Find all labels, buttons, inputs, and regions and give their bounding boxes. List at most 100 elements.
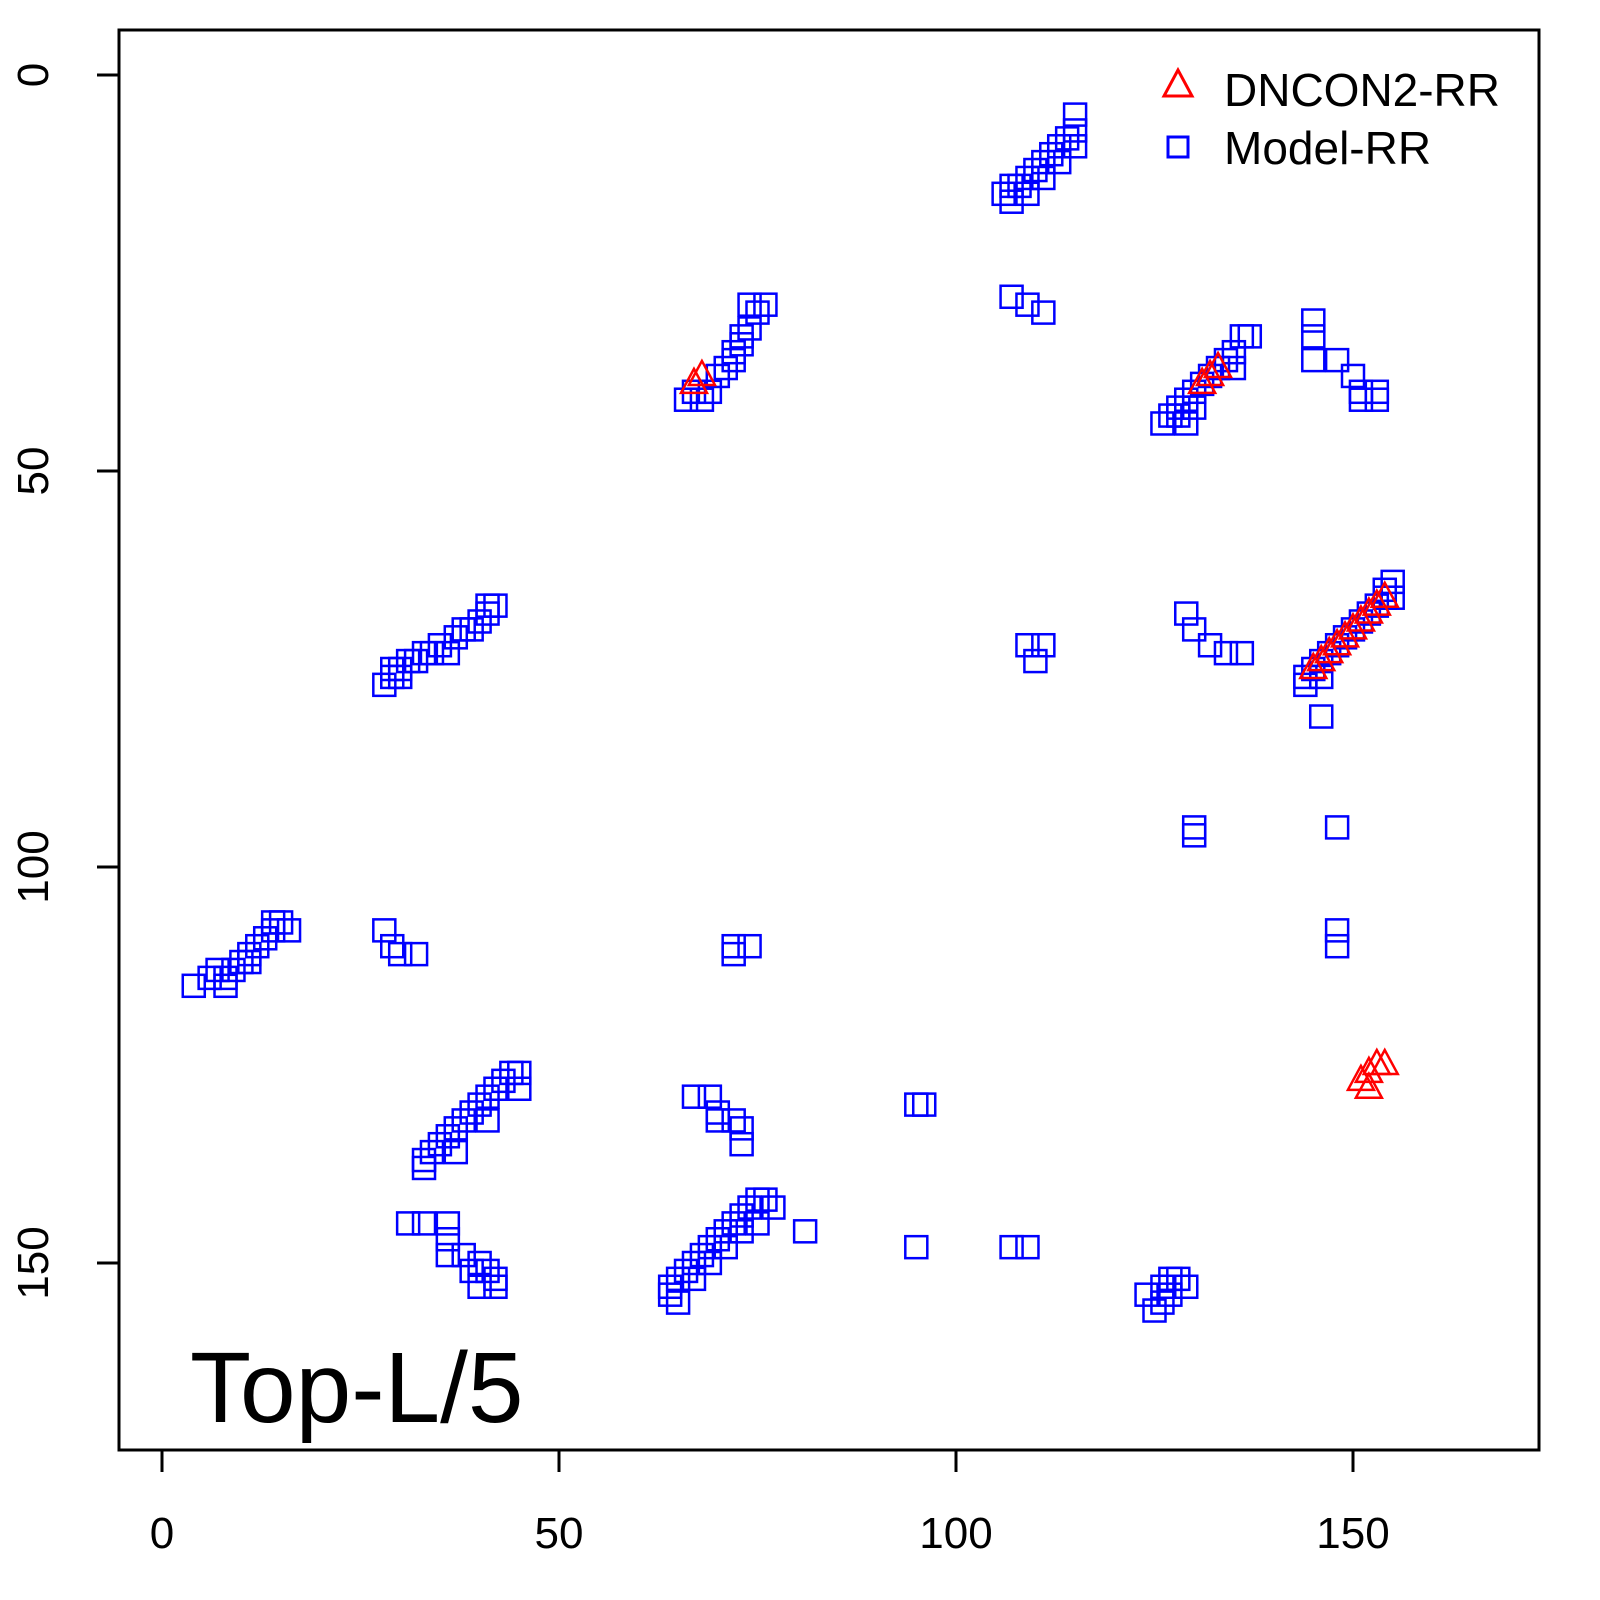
y-tick-label: 100 bbox=[9, 830, 58, 903]
model-rr-point bbox=[1158, 1282, 1183, 1307]
model-rr-point bbox=[1324, 933, 1350, 959]
model-rr-point bbox=[681, 1266, 707, 1292]
model-rr-point bbox=[483, 593, 508, 618]
model-rr-point bbox=[1031, 165, 1056, 191]
model-rr-point bbox=[1142, 1298, 1167, 1323]
model-rr-point bbox=[753, 292, 778, 317]
model-rr-point bbox=[475, 1258, 500, 1284]
dncon2-rr-point bbox=[1306, 643, 1337, 672]
model-rr-point bbox=[1181, 823, 1207, 848]
model-rr-point bbox=[435, 1211, 461, 1236]
model-rr-point bbox=[745, 1187, 770, 1212]
model-rr-point bbox=[403, 941, 429, 967]
model-rr-point bbox=[1031, 149, 1056, 175]
x-tick-label: 100 bbox=[919, 1509, 992, 1558]
model-rr-point bbox=[673, 387, 699, 412]
model-rr-point bbox=[443, 1116, 469, 1141]
model-rr-point bbox=[737, 292, 762, 317]
model-rr-point bbox=[721, 1211, 746, 1236]
dncon2-rr-point bbox=[1298, 651, 1329, 680]
model-rr-point bbox=[1039, 141, 1064, 167]
model-rr-point bbox=[467, 1274, 492, 1300]
model-rr-point bbox=[459, 1258, 484, 1284]
model-rr-point bbox=[911, 1092, 937, 1117]
model-rr-point bbox=[491, 1068, 516, 1094]
model-rr-point bbox=[697, 1250, 723, 1276]
model-rr-point bbox=[792, 1219, 818, 1244]
y-tick-label: 50 bbox=[9, 447, 58, 496]
dncon2-rr-point bbox=[1314, 635, 1345, 664]
model-rr-point bbox=[1324, 918, 1350, 943]
model-rr-point bbox=[1364, 387, 1390, 412]
dncon2-rr-point bbox=[1202, 350, 1234, 379]
model-rr-point bbox=[1015, 1234, 1040, 1260]
model-rr-point bbox=[1015, 632, 1040, 658]
model-rr-point bbox=[1166, 403, 1191, 428]
model-rr-point bbox=[411, 1211, 437, 1236]
legend-triangle-marker bbox=[1161, 66, 1195, 98]
model-rr-point bbox=[443, 1139, 469, 1165]
model-rr-point bbox=[427, 632, 453, 658]
dncon2-rr-point bbox=[1353, 1071, 1384, 1100]
model-rr-point bbox=[753, 1187, 778, 1212]
model-rr-point bbox=[372, 672, 397, 698]
model-rr-point bbox=[665, 1290, 691, 1315]
model-rr-points bbox=[181, 102, 1405, 1323]
x-tick-label: 0 bbox=[150, 1509, 174, 1558]
legend-item-dncon2-rr: DNCON2-RR bbox=[1161, 64, 1500, 116]
model-rr-point bbox=[507, 1060, 532, 1086]
model-rr-point bbox=[761, 1195, 786, 1220]
model-rr-point bbox=[229, 949, 254, 975]
model-rr-point bbox=[395, 648, 421, 674]
model-rr-point bbox=[729, 332, 754, 357]
model-rr-point bbox=[737, 316, 762, 341]
model-rr-point bbox=[205, 957, 230, 983]
model-rr-point bbox=[451, 1108, 476, 1133]
model-rr-point bbox=[1150, 1274, 1175, 1300]
model-rr-point bbox=[260, 918, 286, 943]
model-rr-point bbox=[705, 1100, 731, 1125]
model-rr-point bbox=[991, 181, 1016, 207]
model-rr-point bbox=[1166, 395, 1191, 420]
model-rr-point bbox=[1166, 1266, 1191, 1292]
model-rr-point bbox=[1308, 704, 1334, 729]
model-rr-point bbox=[1158, 1266, 1183, 1292]
model-rr-point bbox=[713, 1234, 738, 1260]
model-rr-point bbox=[745, 300, 770, 325]
model-rr-point bbox=[1181, 395, 1207, 420]
dncon2-rr-point bbox=[686, 358, 718, 387]
model-rr-point bbox=[729, 324, 754, 349]
x-tick-label: 150 bbox=[1316, 1509, 1389, 1558]
model-rr-point bbox=[237, 949, 262, 975]
model-rr-point bbox=[1134, 1282, 1159, 1307]
model-rr-point bbox=[1150, 411, 1175, 436]
model-rr-point bbox=[729, 1219, 754, 1244]
model-rr-point bbox=[999, 1234, 1024, 1260]
model-rr-point bbox=[1023, 157, 1048, 183]
model-rr-point bbox=[689, 1242, 715, 1268]
model-rr-point bbox=[403, 648, 429, 674]
model-rr-point bbox=[999, 284, 1024, 310]
model-rr-point bbox=[443, 625, 469, 650]
model-rr-point bbox=[1380, 569, 1405, 595]
model-rr-point bbox=[1348, 379, 1374, 405]
model-rr-point bbox=[1221, 355, 1247, 381]
model-rr-point bbox=[1054, 126, 1080, 151]
model-rr-point bbox=[387, 941, 413, 967]
model-rr-point bbox=[1015, 292, 1040, 317]
model-rr-point bbox=[419, 640, 445, 666]
model-rr-point bbox=[729, 1116, 754, 1141]
model-rr-point bbox=[260, 910, 286, 935]
model-rr-point bbox=[737, 933, 762, 959]
model-rr-point bbox=[395, 1211, 421, 1236]
model-rr-point bbox=[1324, 347, 1350, 373]
model-rr-point bbox=[435, 1242, 461, 1268]
model-rr-point bbox=[904, 1234, 929, 1260]
model-rr-point bbox=[1062, 118, 1088, 143]
model-rr-point bbox=[1046, 149, 1072, 175]
dncon2-rr-point bbox=[678, 366, 710, 395]
legend-square-marker bbox=[1166, 135, 1190, 159]
model-rr-point bbox=[689, 387, 715, 412]
model-rr-point bbox=[1031, 300, 1056, 325]
model-rr-point bbox=[372, 918, 397, 943]
